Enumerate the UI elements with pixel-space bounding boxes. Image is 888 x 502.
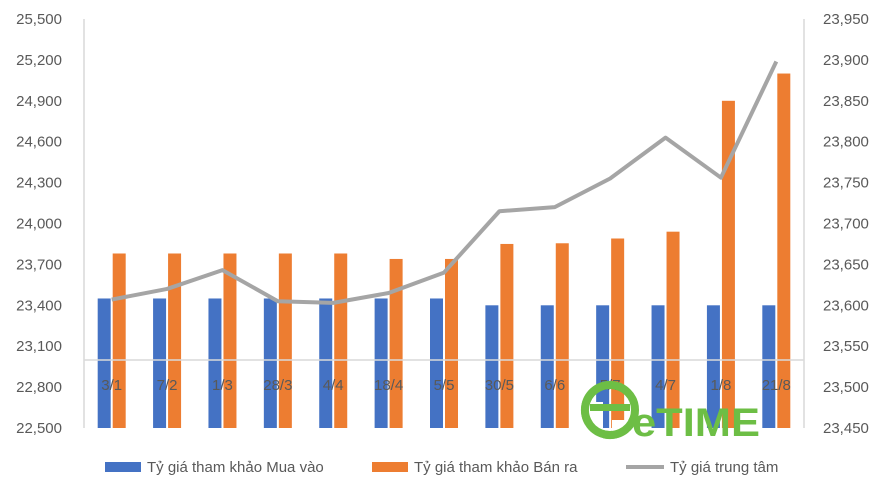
right-axis-ticks: 23,450 23,500 23,550 23,600 23,650 23,700 23,7… [823, 11, 869, 437]
bar-buy [485, 305, 499, 428]
legend: Tỷ giá tham khảo Mua vào Tỷ giá tham khả… [105, 459, 778, 476]
category-label: 5/5 [434, 377, 455, 394]
bar-sell [555, 243, 569, 428]
central-rate-line [111, 60, 779, 305]
bar-sell [334, 253, 348, 428]
right-tick-label: 23,650 [823, 256, 869, 273]
axes-group [83, 19, 805, 428]
bar-sell [168, 253, 182, 428]
bar-buy [97, 298, 111, 428]
etime-logo: eTIME [581, 381, 760, 445]
right-tick-label: 23,500 [823, 379, 869, 396]
category-label: 18/4 [374, 377, 403, 394]
right-tick-label: 23,900 [823, 52, 869, 69]
bar-buy [430, 298, 443, 428]
bar-buy [540, 305, 554, 428]
legend-label-buy: Tỷ giá tham khảo Mua vào [147, 459, 324, 476]
right-tick-label: 23,850 [823, 93, 869, 110]
line-group [111, 60, 779, 305]
legend-label-central: Tỷ giá trung tâm [670, 459, 778, 476]
category-label: 3/1 [101, 377, 122, 394]
bars-group [97, 73, 791, 429]
category-label: 4/7 [655, 377, 676, 394]
left-tick-label: 22,500 [16, 420, 62, 437]
right-tick-label: 23,750 [823, 175, 869, 192]
bar-buy [762, 305, 776, 428]
right-tick-label: 23,550 [823, 338, 869, 355]
category-label: 4/4 [323, 377, 344, 394]
left-axis-ticks: 22,500 22,800 23,100 23,400 23,700 24,000 24,3… [16, 11, 62, 437]
category-label: 6/6 [544, 377, 565, 394]
left-tick-label: 24,900 [16, 93, 62, 110]
legend-label-sell: Tỷ giá tham khảo Bán ra [414, 459, 578, 476]
left-tick-label: 23,400 [16, 297, 62, 314]
left-tick-label: 25,200 [16, 52, 62, 69]
bar-sell [278, 253, 292, 428]
category-label: 7/2 [157, 377, 178, 394]
right-tick-label: 23,950 [823, 11, 869, 28]
left-tick-label: 24,300 [16, 175, 62, 192]
bar-buy [153, 298, 167, 428]
bar-sell [721, 100, 735, 429]
left-tick-label: 25,500 [16, 11, 62, 28]
category-label: 1/3 [212, 377, 233, 394]
bar-buy [374, 298, 388, 428]
bar-sell [389, 258, 403, 428]
category-label: 21/8 [762, 377, 791, 394]
right-tick-label: 23,450 [823, 420, 869, 437]
category-label: 28/3 [263, 377, 292, 394]
bar-sell [666, 231, 680, 428]
bar-buy [208, 298, 222, 428]
bar-sell [223, 253, 237, 428]
legend-swatch-sell [372, 462, 408, 472]
left-tick-label: 23,700 [16, 256, 62, 273]
bar-buy [706, 305, 720, 428]
bar-sell [445, 258, 458, 428]
category-label: 1/8 [710, 377, 731, 394]
bar-buy [319, 298, 333, 428]
bar-sell [500, 243, 514, 428]
right-tick-label: 23,800 [823, 134, 869, 151]
category-label: 30/5 [485, 377, 514, 394]
bar-sell [777, 73, 791, 429]
legend-swatch-buy [105, 462, 141, 472]
left-tick-label: 23,100 [16, 338, 62, 355]
right-tick-label: 23,700 [823, 216, 869, 233]
category-labels: 3/1 7/2 1/3 28/3 4/4 18/4 5/5 30/5 6/6 5/7 4/7 1/8 2… [101, 377, 791, 394]
left-tick-label: 24,000 [16, 216, 62, 233]
right-tick-label: 23,600 [823, 297, 869, 314]
bar-buy [263, 298, 277, 428]
bar-sell [611, 238, 625, 428]
bar-sell [112, 253, 126, 428]
bar-buy [651, 305, 665, 428]
etime-logo-text: eTIME [632, 401, 760, 445]
left-tick-label: 24,600 [16, 134, 62, 151]
left-tick-label: 22,800 [16, 379, 62, 396]
bar-buy [596, 305, 610, 428]
